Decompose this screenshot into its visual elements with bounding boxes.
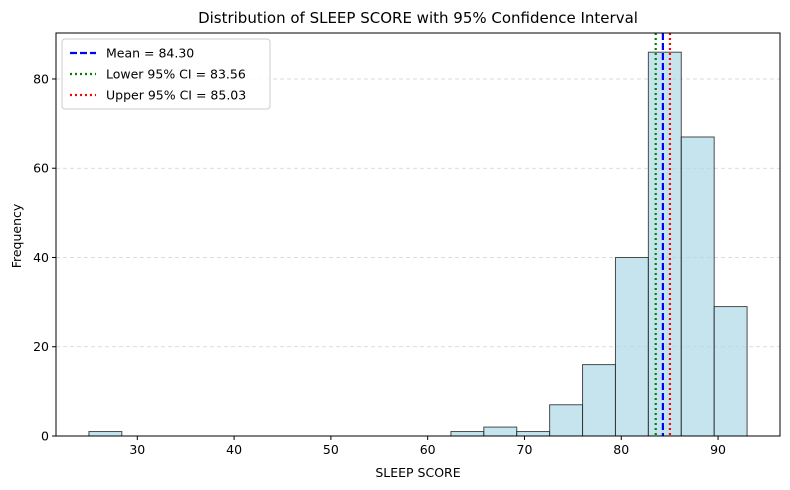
histogram-bar <box>680 136 715 437</box>
x-tick-label: 80 <box>613 442 629 457</box>
x-axis-label: SLEEP SCORE <box>375 465 460 480</box>
histogram-bar <box>713 306 748 437</box>
histogram-bar <box>647 51 682 437</box>
histogram-bar <box>483 426 518 437</box>
reference-lines <box>654 33 672 436</box>
y-axis-label: Frequency <box>9 203 24 268</box>
y-tick-label: 60 <box>33 161 49 176</box>
chart-title: Distribution of SLEEP SCORE with 95% Con… <box>198 9 638 27</box>
legend-entry: Upper 95% CI = 85.03 <box>106 88 246 103</box>
histogram-bar <box>582 364 616 437</box>
plot-frame <box>55 32 781 437</box>
histogram-bar <box>450 431 485 437</box>
legend-entry: Mean = 84.30 <box>106 46 194 61</box>
x-tick-label: 30 <box>129 442 145 457</box>
x-tick-label: 70 <box>517 442 533 457</box>
y-axis-ticks: 0 20 40 60 80 <box>33 71 56 444</box>
histogram-bar <box>614 256 649 437</box>
x-axis-ticks: 30 40 50 60 70 80 90 <box>129 436 726 457</box>
y-tick-label: 0 <box>41 429 49 444</box>
legend-entry: Lower 95% CI = 83.56 <box>106 67 246 82</box>
histogram-bar <box>88 431 123 437</box>
legend-box <box>61 38 271 110</box>
legend: Mean = 84.30 Lower 95% CI = 83.56 Upper 95… <box>61 38 271 110</box>
histogram-bars <box>88 51 748 437</box>
x-tick-label: 40 <box>226 442 242 457</box>
y-tick-label: 80 <box>33 71 49 86</box>
x-tick-label: 50 <box>323 442 339 457</box>
y-tick-label: 20 <box>33 339 49 354</box>
histogram-bar <box>549 404 584 437</box>
histogram-bar <box>516 431 551 437</box>
x-tick-label: 90 <box>710 442 726 457</box>
x-tick-label: 60 <box>420 442 436 457</box>
y-tick-label: 40 <box>33 250 49 265</box>
